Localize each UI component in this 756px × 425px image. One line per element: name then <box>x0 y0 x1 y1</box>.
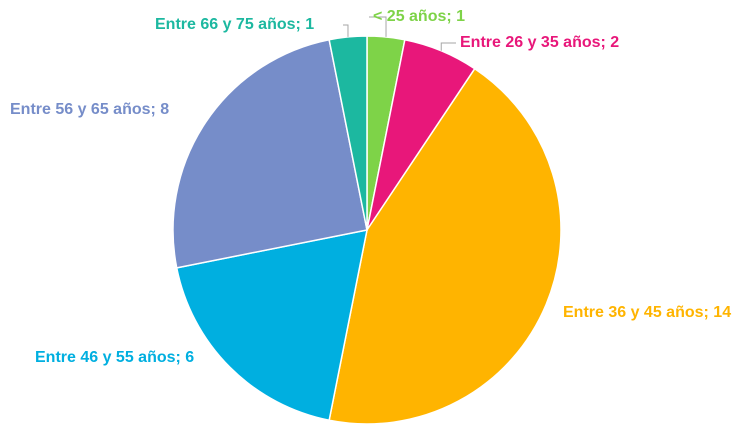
data-label: Entre 26 y 35 años; 2 <box>460 34 619 51</box>
pie-slice <box>175 229 368 422</box>
leader-line <box>343 24 349 37</box>
data-label: Entre 46 y 55 años; 6 <box>35 349 194 366</box>
leader-line <box>369 16 387 37</box>
pie-slice <box>172 38 368 269</box>
leader-line <box>440 42 456 51</box>
data-label: Entre 66 y 75 años; 1 <box>155 16 314 33</box>
data-label: Entre 56 y 65 años; 8 <box>10 101 169 118</box>
data-label: < 25 años; 1 <box>373 8 465 25</box>
data-label: Entre 36 y 45 años; 14 <box>563 304 731 321</box>
pie-slice <box>328 67 562 425</box>
